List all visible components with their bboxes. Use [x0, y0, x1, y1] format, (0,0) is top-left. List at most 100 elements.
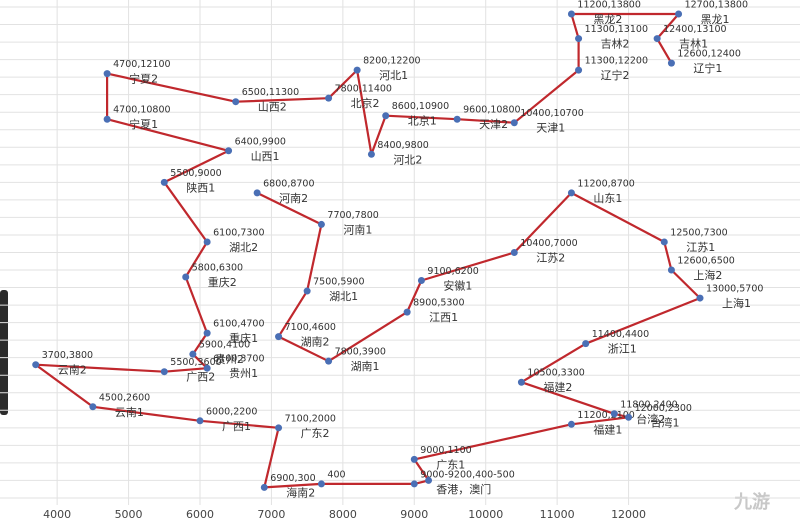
data-label: 6400,9900: [235, 136, 286, 147]
x-tick-label: 8000: [329, 508, 357, 521]
point-name: 河南2: [279, 192, 308, 205]
point: [675, 10, 683, 18]
point: [303, 287, 311, 295]
point: [203, 238, 211, 246]
point: [660, 238, 668, 246]
point-name: 广东1: [436, 458, 465, 471]
data-label: 6100,7300: [213, 227, 264, 238]
point-name: 江苏2: [536, 251, 565, 264]
data-label: 7100,2000: [285, 413, 336, 424]
point-name: 上海2: [693, 268, 722, 282]
point: [253, 189, 261, 197]
point: [203, 364, 211, 372]
data-label: 8200,12200: [363, 56, 420, 67]
data-label: 5500,3600: [170, 357, 221, 368]
point: [160, 178, 168, 186]
point-name: 天津1: [536, 122, 565, 135]
data-label: 4700,10800: [113, 105, 170, 116]
point-name: 湖南2: [301, 336, 330, 349]
point: [275, 333, 283, 341]
point: [610, 410, 618, 418]
data-label: 5800,6300: [192, 263, 243, 274]
point-name: 宁夏2: [129, 72, 158, 86]
point: [410, 455, 418, 463]
point: [225, 147, 233, 155]
point: [325, 357, 333, 365]
point: [417, 277, 425, 285]
point-name: 辽宁2: [601, 68, 630, 82]
point-name: 湖北2: [229, 241, 258, 254]
point-name: 湖北1: [329, 290, 358, 303]
data-label: 8900,5300: [413, 298, 464, 309]
data-label: 7800,3900: [335, 347, 386, 358]
point-name: 贵州1: [229, 367, 258, 380]
point-name: 黑龙2: [593, 13, 622, 26]
point: [196, 417, 204, 425]
side-tab: [0, 290, 8, 415]
point-name: 河北2: [393, 153, 422, 166]
data-label: 11200,8700: [577, 178, 634, 189]
point-name: 福建2: [543, 380, 572, 394]
data-label: 4700,12100: [113, 59, 170, 70]
watermark: 九游: [733, 491, 770, 513]
point: [317, 480, 325, 488]
point-name: 陕西1: [186, 180, 215, 194]
data-label: 8600,10900: [392, 101, 449, 112]
point-name: 山西1: [251, 150, 280, 163]
point-name: 重庆2: [208, 275, 237, 289]
data-label: 12600,12400: [677, 49, 740, 60]
point-name: 贵州2: [215, 353, 244, 366]
point: [353, 66, 361, 74]
point-name: 安徽1: [443, 279, 472, 293]
point: [232, 98, 240, 106]
point: [653, 35, 661, 43]
point-name: 湖南1: [351, 360, 380, 373]
x-tick-label: 11000: [540, 508, 575, 521]
data-label: 6900,300: [270, 473, 315, 484]
point-name: 海南2: [286, 485, 315, 499]
x-tick-label: 12000: [611, 508, 646, 521]
point: [103, 70, 111, 78]
point: [182, 273, 190, 281]
point: [575, 66, 583, 74]
point: [575, 35, 583, 43]
point-name: 云南1: [115, 406, 144, 419]
data-label: 3700,3800: [42, 350, 93, 361]
data-label: 12700,13800: [685, 0, 748, 11]
data-label: 12600,6500: [677, 256, 734, 267]
point: [510, 119, 518, 127]
point-name: 吉林1: [679, 37, 708, 51]
point-name: 重庆1: [229, 331, 258, 345]
data-label: 7100,4600: [285, 322, 336, 333]
data-label: 5900,4100: [199, 340, 250, 351]
data-label: 10400,10700: [520, 108, 583, 119]
point-name: 黑龙1: [701, 13, 730, 26]
point-name: 河北1: [379, 69, 408, 82]
point: [410, 480, 418, 488]
data-label: 6800,8700: [263, 178, 314, 189]
point-name: 上海1: [722, 296, 751, 310]
data-label: 11300,12200: [585, 56, 648, 67]
data-label: 11300,13100: [585, 24, 648, 35]
data-label: 9600,10800: [463, 105, 520, 116]
data-label: 6100,4700: [213, 319, 264, 330]
point: [567, 189, 575, 197]
point: [567, 10, 575, 18]
point-name: 吉林2: [601, 37, 630, 51]
point-name: 山东1: [593, 192, 622, 205]
point-name: 河南1: [343, 223, 372, 236]
point-name: 山西2: [258, 101, 287, 114]
point: [510, 248, 518, 256]
point-name: 北京1: [408, 114, 437, 128]
data-label: 6100,3700: [213, 354, 264, 365]
data-label: 4500,2600: [99, 392, 150, 403]
data-label: 12500,7300: [670, 227, 727, 238]
x-tick-label: 6000: [186, 508, 214, 521]
point-name: 浙江1: [608, 343, 637, 356]
data-label: 13000,5700: [706, 284, 763, 295]
point: [382, 112, 390, 120]
point-name: 广东2: [301, 427, 330, 440]
data-label: 5500,9000: [170, 168, 221, 179]
point: [696, 294, 704, 302]
